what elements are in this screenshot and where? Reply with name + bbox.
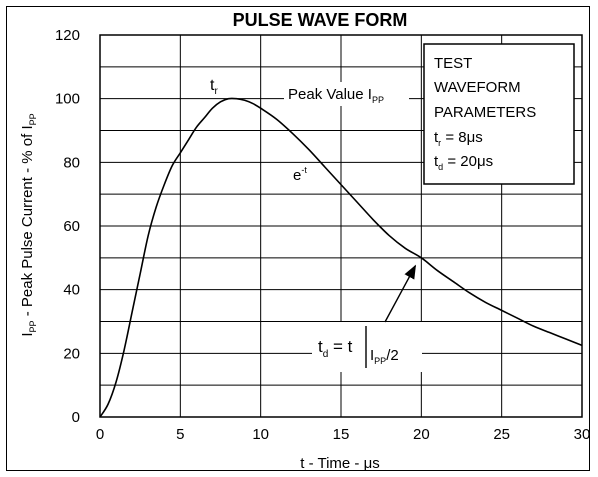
x-tick-label: 20: [413, 426, 430, 443]
plot-border: [99, 34, 583, 418]
exp-annotation: e-t: [293, 165, 307, 184]
td-annotation: td = t: [318, 337, 353, 360]
x-tick-label: 0: [96, 426, 104, 443]
chart-title: PULSE WAVE FORM: [233, 10, 408, 30]
parameters-line-2: WAVEFORM: [434, 79, 521, 96]
tr-annotation: tr: [210, 77, 218, 97]
x-tick-label: 25: [493, 426, 510, 443]
parameters-td: td = 20μs: [434, 153, 493, 172]
y-axis-label: IPP - Peak Pulse Current - % of IPP: [19, 113, 38, 336]
y-tick-label: 100: [55, 91, 80, 108]
y-tick-label: 20: [63, 345, 80, 362]
td-evaluation-subscript: IPP/2: [370, 347, 399, 366]
y-tick-label: 60: [63, 218, 80, 235]
parameters-box: [423, 43, 575, 185]
y-tick-label: 0: [72, 409, 80, 426]
peak-label-bg: [284, 82, 409, 106]
x-tick-labels: 0 5 10 15 20 25 30: [96, 426, 591, 443]
td-arrow: [384, 264, 416, 323]
x-tick-label: 15: [333, 426, 350, 443]
y-tick-labels: 0 20 40 60 80 100 120: [55, 27, 80, 426]
x-tick-label: 10: [252, 426, 269, 443]
td-label-bg: [312, 322, 422, 372]
y-tick-label: 80: [63, 154, 80, 171]
peak-value-annotation: Peak Value IPP: [288, 86, 384, 105]
x-tick-label: 30: [574, 426, 591, 443]
parameters-tr: tr = 8μs: [434, 129, 483, 148]
parameters-line-1: TEST: [434, 55, 472, 72]
pulse-curve: [99, 97, 583, 418]
parameters-line-3: PARAMETERS: [434, 104, 536, 121]
tr-label-bg: [207, 74, 229, 96]
exp-label-bg: [290, 163, 320, 185]
y-tick-label: 40: [63, 282, 80, 299]
x-axis-label: t - Time - μs: [300, 455, 379, 472]
x-tick-label: 5: [176, 426, 184, 443]
y-tick-label: 120: [55, 27, 80, 44]
